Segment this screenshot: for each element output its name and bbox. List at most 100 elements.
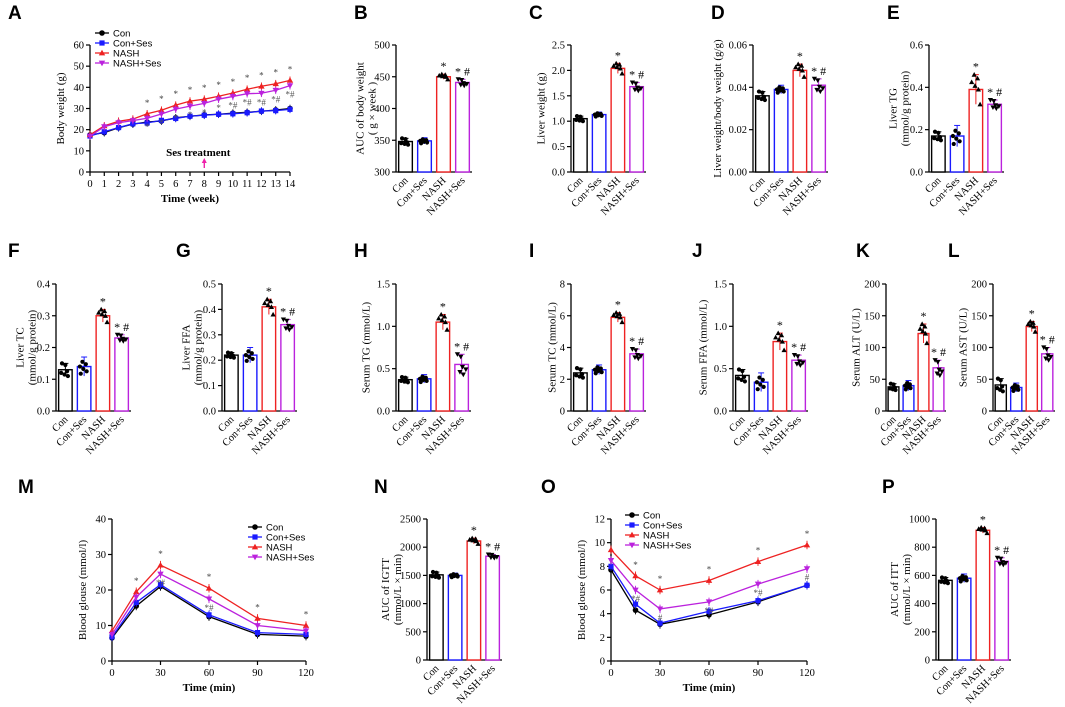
x-axis-label: Time (week) (161, 193, 219, 205)
legend-label: Con (113, 29, 130, 40)
marker (173, 115, 179, 122)
marker (252, 534, 258, 540)
data-point (77, 364, 83, 369)
data-point (629, 347, 636, 352)
data-point (756, 95, 761, 101)
y-tick-label: 100 (864, 343, 880, 354)
x-tick-label: 60 (204, 668, 215, 679)
data-point (619, 70, 625, 76)
panel-label: E (887, 3, 900, 24)
data-point (993, 106, 999, 112)
bar (610, 316, 626, 412)
x-tick-label: 4 (145, 179, 151, 190)
series-line-con-ses (111, 583, 307, 638)
data-point (634, 352, 641, 358)
y-tick-label: 50 (977, 375, 988, 386)
y-axis-label: Liver weight/body weight (g/g) (712, 39, 724, 178)
data-point (1000, 389, 1005, 394)
y-tick-label: 200 (864, 280, 880, 291)
bar (930, 135, 946, 173)
significance-label: * (231, 77, 236, 87)
data-point (104, 319, 110, 325)
marker (286, 83, 294, 89)
bar (447, 574, 463, 661)
significance-label: * (921, 309, 927, 323)
data-point (265, 302, 271, 308)
y-tick-label: 0.4 (203, 305, 217, 316)
data-point (455, 574, 460, 579)
legend-label: NASH+Ses (113, 59, 162, 70)
y-tick-label: 1.0 (714, 322, 727, 333)
data-point (976, 526, 982, 531)
data-point (756, 89, 762, 94)
y-tick-label: 60 (74, 41, 85, 52)
data-point (617, 314, 624, 320)
series-line-nash (610, 544, 808, 591)
data-point (908, 386, 913, 391)
data-point (436, 72, 442, 78)
y-tick-label: 300 (374, 168, 390, 179)
y-axis-label-line: Serum FFA (mmol/L) (698, 299, 710, 395)
data-point (84, 369, 89, 374)
y-axis-label-line: Liver TC (15, 327, 27, 367)
data-point (937, 373, 943, 379)
marker (628, 531, 636, 538)
data-point (964, 578, 969, 583)
data-point (399, 141, 404, 146)
data-point (491, 555, 497, 561)
data-point (932, 136, 937, 141)
data-point (1027, 318, 1033, 324)
y-axis-label: Serum AST (U/L) (958, 308, 970, 388)
data-point (759, 96, 764, 102)
data-point (616, 311, 623, 316)
data-point (945, 581, 951, 586)
data-point (578, 114, 583, 119)
data-point (231, 355, 237, 360)
y-tick-label: 0.1 (203, 381, 216, 392)
y-axis-label: AUC of body weight( g × week ) (355, 62, 379, 155)
marker (186, 97, 194, 104)
data-point (577, 374, 582, 379)
x-axis-label: Time (min) (183, 682, 236, 694)
significance-label: * # (629, 334, 644, 348)
data-point (101, 308, 108, 314)
data-point (63, 362, 68, 368)
significance-label: * (173, 89, 178, 99)
y-tick-label: 0.0 (714, 407, 727, 418)
x-tick-label: 6 (173, 179, 178, 190)
data-point (102, 313, 109, 318)
data-point (399, 136, 405, 141)
y-tick-label: 6 (560, 311, 565, 322)
data-point (975, 86, 982, 92)
legend-label: NASH+Ses (643, 541, 692, 552)
y-tick-label: 0 (925, 656, 930, 667)
significance-label: * # (994, 543, 1009, 557)
data-point (123, 337, 129, 343)
significance-label: * (159, 94, 164, 104)
data-point (459, 78, 465, 83)
marker (99, 30, 105, 36)
bar (435, 321, 451, 412)
y-tick-label: 12 (595, 515, 606, 526)
y-tick-label: 2 (560, 375, 565, 386)
data-point (443, 74, 449, 79)
data-point (430, 569, 436, 575)
panel-label: G (176, 241, 191, 262)
data-point (473, 538, 480, 544)
data-point (982, 527, 989, 533)
data-point (974, 75, 981, 81)
data-point (96, 309, 102, 315)
marker (254, 623, 261, 629)
data-point (442, 319, 449, 325)
data-point (467, 536, 473, 542)
y-tick-label: 1000 (909, 515, 930, 526)
bar (454, 81, 471, 173)
data-point (939, 369, 945, 375)
data-point (284, 318, 290, 324)
y-tick-label: 0.00 (729, 168, 747, 179)
y-tick-label: 2.0 (552, 66, 565, 77)
data-point (739, 377, 744, 382)
bar (629, 353, 645, 412)
marker (129, 118, 137, 124)
